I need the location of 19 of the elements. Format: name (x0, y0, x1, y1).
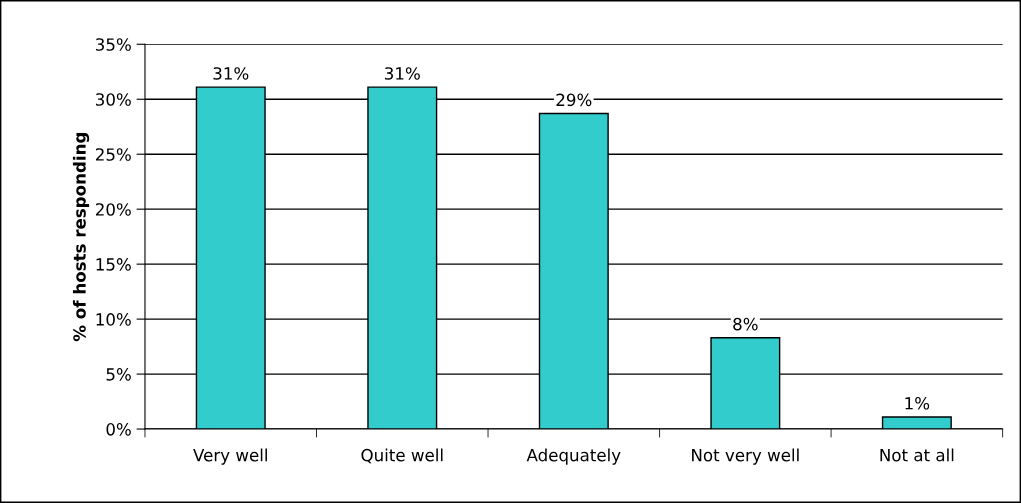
data-label: 29% (556, 93, 592, 107)
y-tick-label: 30% (96, 93, 131, 106)
x-tick-label: Not very well (692, 448, 799, 465)
data-label: 8% (733, 317, 758, 331)
y-tick-label: 25% (95, 148, 131, 161)
y-axis-title: % of hosts responding (72, 133, 90, 342)
y-tick-label: 35% (96, 38, 131, 51)
y-tick-label: 5% (106, 368, 131, 381)
y-tick-label: 20% (95, 203, 131, 216)
x-tick-label: Adequately (526, 448, 621, 465)
x-tick-label: Quite well (361, 448, 443, 464)
y-tick-label: 15% (96, 258, 131, 271)
y-tick-label: 0% (106, 423, 131, 436)
data-label: 1% (905, 396, 930, 410)
x-tick-label: Not at all (880, 448, 954, 462)
data-label: 31% (385, 67, 420, 80)
y-tick-label: 10% (96, 313, 131, 326)
x-tick-label: Very well (193, 448, 267, 465)
data-label: 31% (213, 67, 249, 80)
